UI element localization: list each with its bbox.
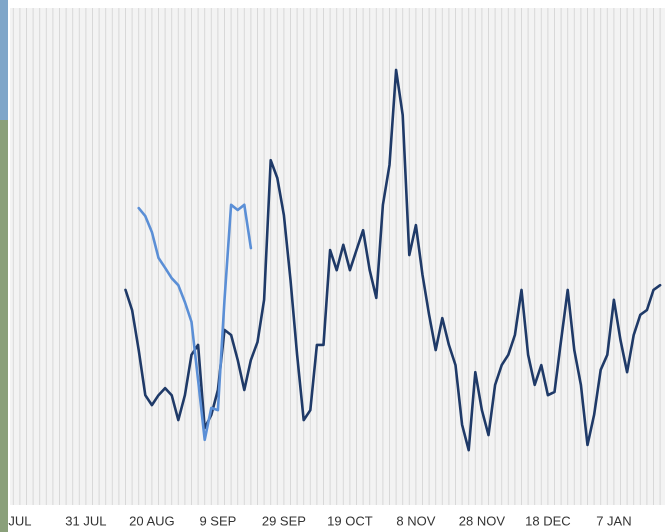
x-tick-label: 19 OCT <box>327 513 373 528</box>
x-tick-label: 31 JUL <box>65 513 106 528</box>
x-tick-label: 9 SEP <box>199 513 236 528</box>
x-tick-label: JUL <box>8 513 31 528</box>
x-tick-label: 8 NOV <box>396 513 435 528</box>
data-line <box>137 203 253 442</box>
x-tick-label: 29 SEP <box>262 513 306 528</box>
x-tick-label: 28 NOV <box>459 513 506 528</box>
x-tick-label: 7 JAN <box>596 513 631 528</box>
data-line <box>124 68 662 452</box>
side-photo-sky <box>0 0 8 120</box>
x-tick-label: 18 DEC <box>525 513 571 528</box>
x-tick-label: 20 AUG <box>129 513 175 528</box>
plot-area <box>10 8 665 505</box>
side-photo-strip <box>0 0 8 532</box>
